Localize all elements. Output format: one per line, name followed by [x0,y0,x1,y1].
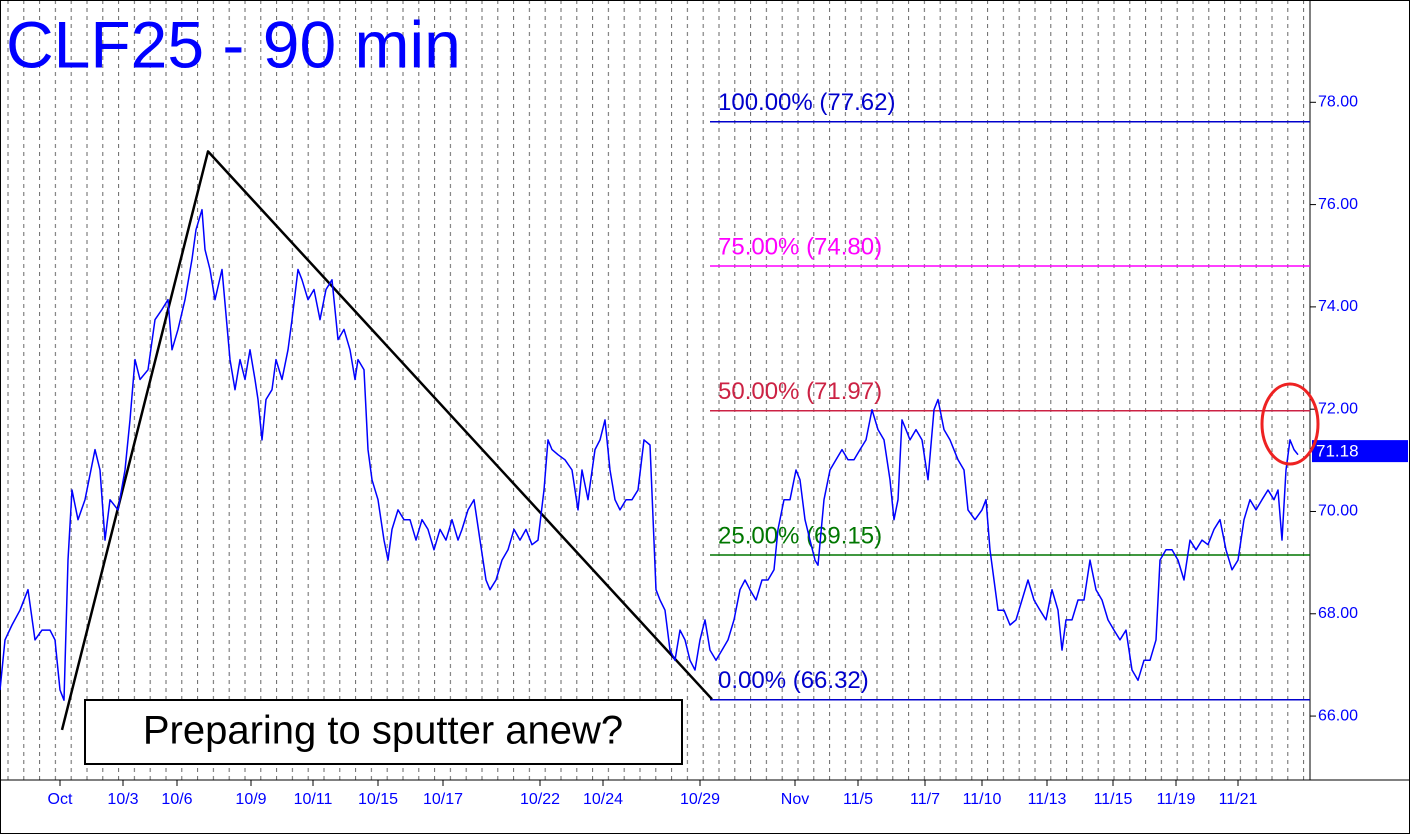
price-line [0,208,1299,701]
x-tick-label: 11/13 [1028,791,1067,808]
y-tick-label: 76.00 [1318,196,1358,213]
fib-label: 100.00% (77.62) [718,89,895,116]
x-tick-label: 10/11 [294,791,333,808]
trend-line [60,150,713,731]
y-tick-label: 68.00 [1318,605,1358,622]
last-price-label: 71.18 [1316,442,1359,461]
x-tick-label: 11/5 [843,791,873,808]
session-grid [0,0,1310,780]
x-tick-label: Nov [781,791,809,808]
x-tick-label: 11/10 [963,791,1002,808]
x-tick-label: 10/3 [107,791,138,808]
fib-label: 25.00% (69.15) [718,522,882,549]
last-price-box [1312,440,1408,463]
x-tick-label: 11/21 [1219,791,1258,808]
x-tick-label: 11/7 [910,791,940,808]
y-tick-label: 72.00 [1318,400,1358,417]
annotation-text: Preparing to sputter anew? [143,709,623,753]
fib-label: 0.00% (66.32) [718,667,869,694]
y-tick-label: 66.00 [1318,707,1358,724]
plot: 66.00 68.00 70.00 72.00 74.00 76.00 78.00 Oct 10… [0,89,1408,808]
fib-label: 50.00% (71.97) [718,378,882,405]
chart-title: CLF25 - 90 min [6,7,461,81]
x-tick-label: 11/15 [1094,791,1133,808]
x-tick-label: 10/22 [520,791,560,808]
x-tick-label: 10/9 [235,791,266,808]
x-tick-label: 11/19 [1157,791,1196,808]
x-tick-label: 10/15 [358,791,398,808]
x-tick-label: 10/17 [423,791,463,808]
x-tick-label: Oct [48,791,73,808]
highlight-circle [1260,382,1320,466]
x-tick-label: 10/6 [161,791,192,808]
x-tick-label: 10/24 [583,791,623,808]
annotation-box [84,699,683,765]
y-tick-label: 74.00 [1318,298,1358,315]
y-tick-label: 78.00 [1318,94,1358,111]
fib-label: 75.00% (74.80) [718,233,882,260]
x-tick-label: 10/29 [680,791,720,808]
y-tick-label: 70.00 [1318,503,1358,520]
